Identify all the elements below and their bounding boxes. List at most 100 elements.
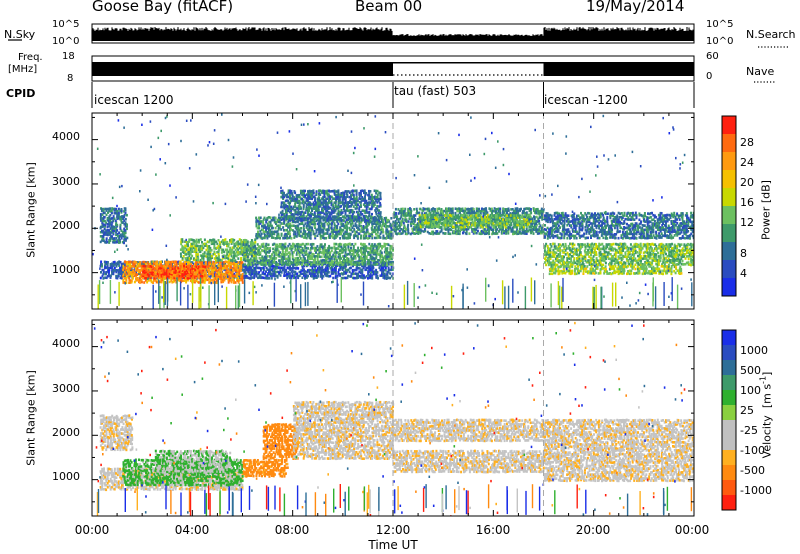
power-cell-2700 [275, 248, 278, 252]
power-cell-1265 [365, 266, 368, 270]
power-cell-3422 [277, 216, 280, 219]
power-cell-2161 [198, 276, 201, 280]
power-cell-4547 [355, 197, 358, 201]
power-cell-2914 [318, 261, 320, 265]
power-cell-2272 [197, 257, 200, 260]
power-cell-3116 [357, 249, 360, 252]
power-cell-1406 [128, 268, 130, 272]
power-cell-3319 [258, 235, 261, 238]
power-cell-997 [298, 274, 301, 277]
power-cell-2008 [152, 273, 155, 276]
power-cell-4294 [322, 201, 325, 205]
power-cell-3827 [364, 236, 366, 240]
power-cell-4469 [345, 214, 348, 218]
power-cell-2401 [224, 238, 227, 241]
power-cell-2050 [163, 276, 166, 279]
power-cell-4123 [300, 192, 302, 195]
power-cell-3664 [328, 222, 331, 226]
power-cell-1721 [192, 269, 195, 272]
power-cell-4626 [368, 214, 371, 218]
power-cell-875 [266, 262, 269, 266]
power-cell-1899 [228, 279, 231, 282]
power-cell-1945 [237, 281, 240, 284]
power-cell-2599 [253, 252, 256, 256]
power-cell-3360 [266, 234, 269, 238]
power-cell-1626 [173, 261, 175, 264]
power-cell-2616 [258, 261, 261, 265]
power-cell-2142 [191, 273, 194, 276]
power-cell-4797 [407, 211, 410, 215]
power-cell-797 [248, 272, 251, 276]
power-cell-4538 [355, 218, 358, 222]
power-cell-1651 [178, 263, 181, 266]
power-cell-944 [283, 267, 286, 270]
power-cell-2778 [290, 247, 293, 251]
power-cell-930 [279, 262, 282, 266]
power-cell-3059 [346, 256, 348, 260]
power-cell-1518 [152, 281, 155, 284]
power-cell-3375 [269, 234, 272, 237]
power-cell-4591 [362, 203, 365, 206]
power-cell-1849 [218, 273, 221, 276]
power-cell-1872 [223, 266, 226, 270]
power-cell-3726 [341, 234, 344, 238]
power-cell-3625 [320, 222, 323, 225]
power-cell-3966 [390, 226, 393, 230]
power-cell-815 [251, 264, 254, 268]
power-cell-1627 [174, 278, 177, 282]
power-cell-4056 [290, 189, 293, 193]
power-cell-3781 [352, 224, 355, 228]
power-cell-4871 [421, 219, 424, 223]
power-cell-765 [239, 261, 242, 264]
power-cell-4404 [336, 190, 339, 193]
power-cell-4250 [316, 201, 319, 204]
power-cell-4783 [404, 207, 407, 211]
power-cell-3197 [372, 256, 375, 260]
power-cell-121 [113, 227, 116, 230]
power-cell-69 [108, 233, 111, 236]
power-cell-3552 [306, 224, 309, 228]
power-cell-2300 [202, 246, 205, 250]
power-cell-3895 [376, 222, 379, 226]
power-cell-2517 [248, 246, 251, 250]
power-cell-3244 [380, 252, 383, 256]
power-cell-3382 [269, 216, 272, 220]
power-cell-1118 [326, 264, 329, 267]
power-cell-2474 [240, 246, 242, 250]
power-cell-4860 [419, 231, 422, 235]
power-cell-3001 [334, 249, 337, 252]
power-cell-1061 [314, 267, 317, 270]
power-cell-2734 [281, 253, 284, 256]
power-cell-3868 [371, 222, 374, 226]
power-cell-1958 [240, 278, 243, 282]
power-cell-3605 [317, 226, 320, 230]
power-cell-1647 [178, 277, 181, 280]
power-cell-1134 [332, 276, 335, 280]
power-cell-4398 [336, 212, 339, 216]
power-cell-3621 [320, 234, 323, 238]
power-cell-2834 [301, 251, 304, 254]
power-cell-3397 [273, 230, 276, 233]
power-cell-2117 [184, 272, 186, 276]
power-cell-2220 [187, 248, 190, 251]
power-cell-3478 [290, 218, 293, 221]
power-cell-2070 [167, 264, 170, 268]
power-cell-678 [216, 272, 219, 276]
power-cell-2705 [276, 253, 279, 257]
power-cell-1407 [127, 267, 130, 270]
power-cell-1357 [387, 269, 390, 272]
power-cell-2943 [323, 253, 326, 256]
power-cell-4089 [295, 207, 298, 210]
power-cell-271 [112, 261, 115, 264]
power-cell-4858 [418, 211, 421, 215]
power-cell-3521 [300, 222, 303, 225]
power-cell-3217 [375, 247, 378, 250]
power-cell-2400 [224, 241, 227, 244]
power-cell-2355 [215, 259, 217, 262]
power-cell-3462 [287, 224, 290, 228]
power-cell-2721 [278, 243, 281, 246]
power-cell-1065 [315, 274, 318, 278]
power-cell-1726 [194, 274, 197, 278]
power-cell-1361 [389, 276, 392, 280]
power-cell-2719 [279, 251, 282, 254]
